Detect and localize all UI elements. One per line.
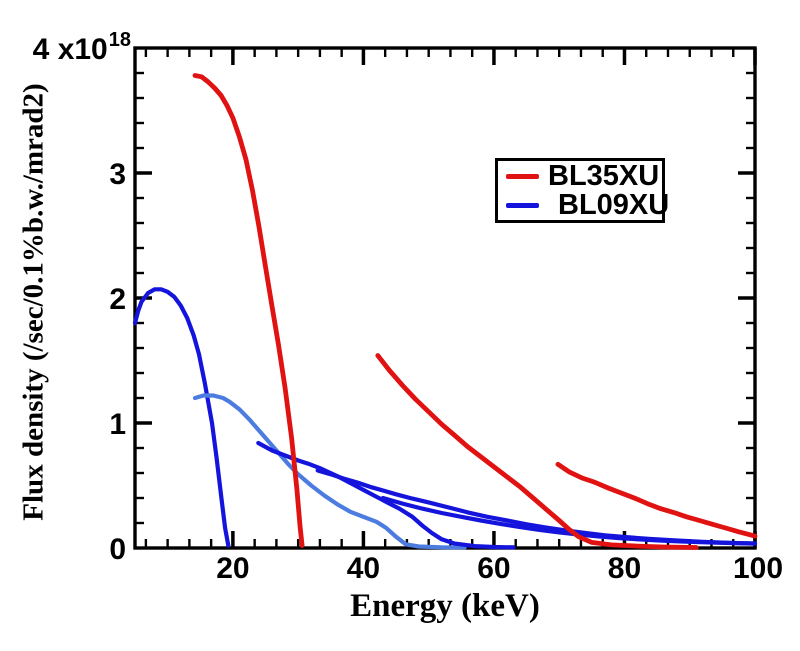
y-tick-label: 3 xyxy=(109,158,126,191)
series-bl09xu-curve xyxy=(256,440,516,550)
y-tick-label: 2 xyxy=(109,283,126,316)
legend-line-red xyxy=(506,173,539,179)
series-bl35xu-curve xyxy=(192,73,305,548)
x-tick-label: 80 xyxy=(608,552,641,585)
x-axis-title: Energy (keV) xyxy=(350,588,540,624)
y-axis-scale-base: 4 x10 xyxy=(32,33,108,66)
series-bl09xu-curve xyxy=(315,468,758,546)
y-axis-scale-exponent: 18 xyxy=(108,29,131,51)
plot-frame xyxy=(133,46,757,550)
series-bl09xu-curve xyxy=(380,495,758,546)
y-tick-label: 1 xyxy=(109,408,126,441)
legend-label: BL35XU xyxy=(548,159,660,192)
legend-line-blue xyxy=(506,202,539,208)
x-tick-label: 40 xyxy=(347,552,380,585)
x-tick-label: 60 xyxy=(477,552,510,585)
x-tick-label: 100 xyxy=(733,552,783,585)
series-bl09xu-curve xyxy=(192,393,467,550)
legend-item-bl35xu: BL35XU xyxy=(506,159,660,192)
y-tick-label: 0 xyxy=(109,533,126,566)
series-bl35xu-curve xyxy=(555,461,758,539)
series-bl09xu-curve xyxy=(132,287,231,548)
y-axis-title: Flux density (/sec/0.1%b.w./mrad2) xyxy=(17,83,50,521)
y-axis-scale-label: 4 x1018 xyxy=(32,29,131,67)
x-tick-label: 20 xyxy=(216,552,249,585)
legend: BL35XU BL09XU xyxy=(495,158,669,223)
series-bl35xu-curve xyxy=(375,353,699,550)
legend-item-bl09xu: BL09XU xyxy=(506,190,669,220)
legend-label: BL09XU xyxy=(558,188,670,221)
